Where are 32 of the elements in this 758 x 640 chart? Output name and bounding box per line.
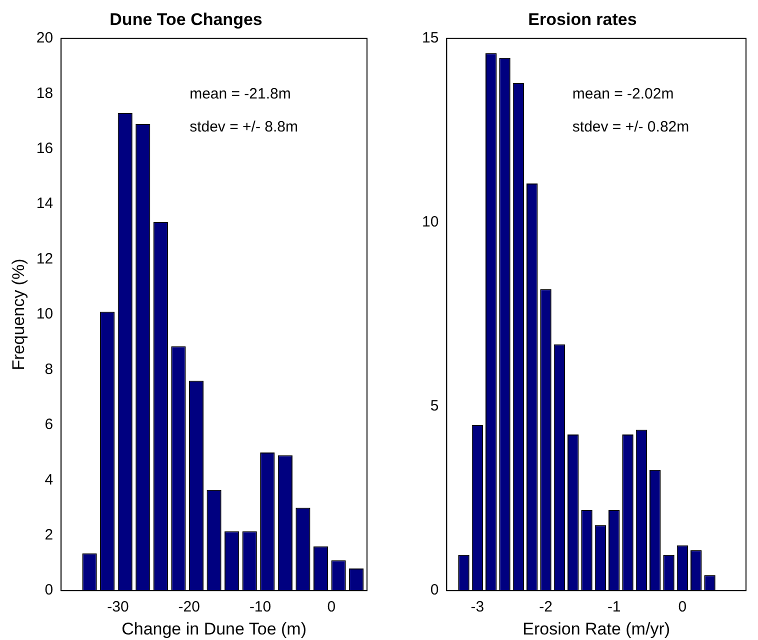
annotation: mean = -2.02m <box>572 85 674 102</box>
x-tick-label: -3 <box>470 598 484 616</box>
y-tick-label: 0 <box>44 582 54 599</box>
y-tick-label: 5 <box>430 398 439 415</box>
x-tick-label: 0 <box>327 598 336 616</box>
y-tick-label: 10 <box>422 214 439 231</box>
y-tick-label: 20 <box>36 30 54 47</box>
annotation: stdev = +/- 0.82m <box>572 118 690 136</box>
x-axis-title: Change in Dune Toe (m) <box>122 619 306 638</box>
y-tick-label: 12 <box>36 250 54 268</box>
x-tick-label: -30 <box>107 598 129 616</box>
y-tick-label: 18 <box>36 84 54 102</box>
x-tick-label: -10 <box>249 598 272 616</box>
x-tick-label: -1 <box>607 598 621 616</box>
x-tick-label: -20 <box>178 598 200 616</box>
y-tick-label: 6 <box>44 416 54 434</box>
annotation: stdev = +/- 8.8m <box>190 118 298 136</box>
chart-title: Erosion rates <box>528 10 637 29</box>
y-tick-label: 0 <box>430 582 439 599</box>
annotation: mean = -21.8m <box>190 85 291 102</box>
y-tick-label: 8 <box>44 360 54 378</box>
y-tick-label: 15 <box>422 30 439 47</box>
x-tick-label: 0 <box>678 598 687 616</box>
y-tick-label: 4 <box>44 471 54 488</box>
y-tick-label: 16 <box>36 140 54 157</box>
y-tick-label: 14 <box>36 195 54 212</box>
y-tick-label: 2 <box>44 526 54 544</box>
y-axis-title: Frequency (%) <box>8 258 28 370</box>
x-axis-title: Erosion Rate (m/yr) <box>522 619 670 638</box>
x-tick-label: -2 <box>539 598 552 616</box>
y-tick-label: 10 <box>36 306 54 323</box>
chart-title: Dune Toe Changes <box>110 10 262 29</box>
